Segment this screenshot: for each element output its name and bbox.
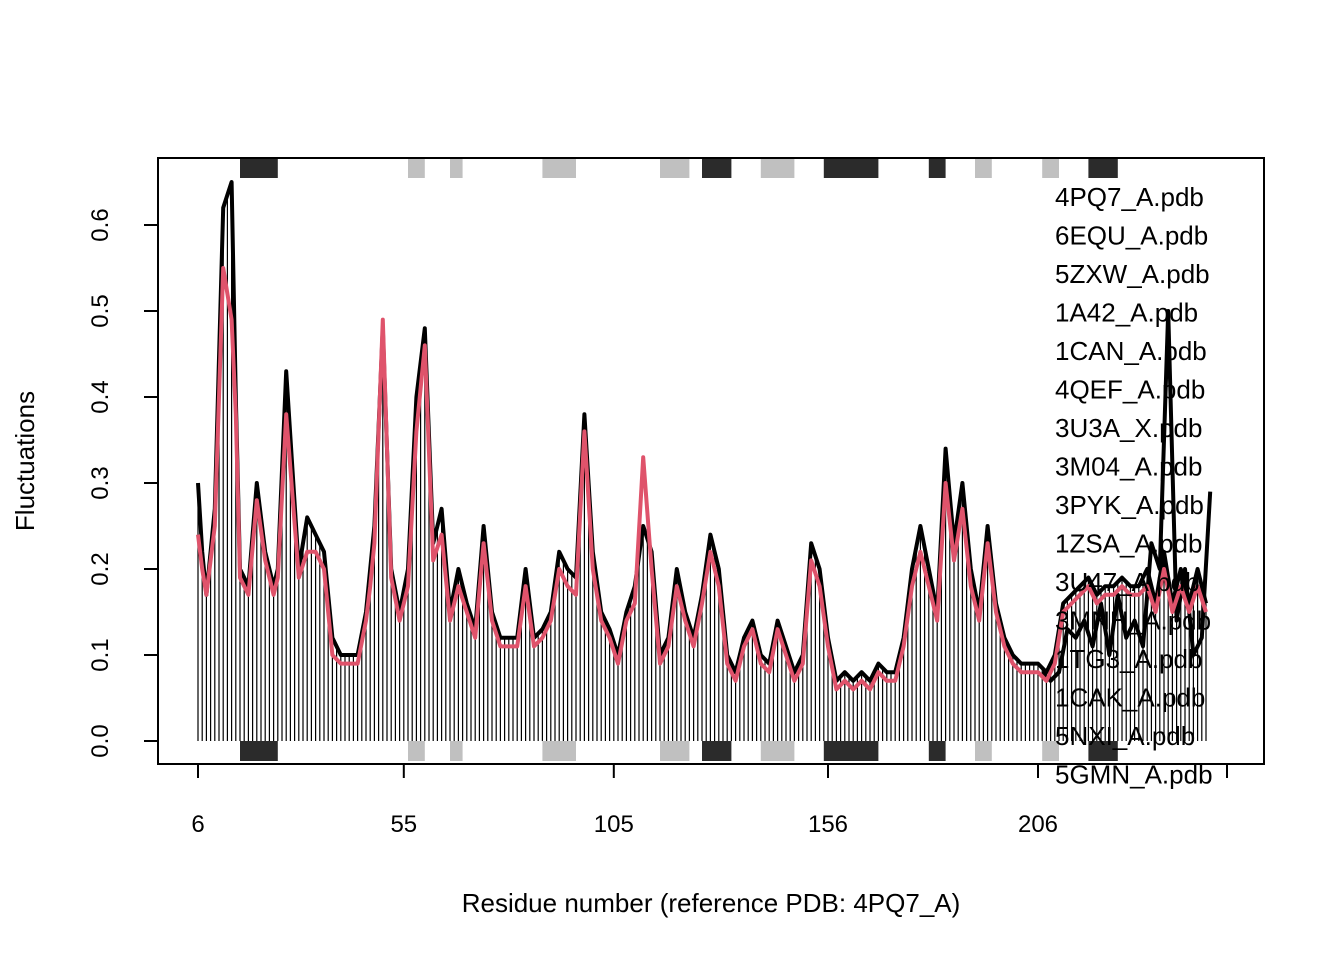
legend-entry-1: 6EQU_A.pdb — [1055, 221, 1208, 251]
x-tick-label-1: 55 — [390, 811, 417, 838]
series-line-envelope — [196, 180, 1208, 683]
legend-entry-11: 3MNH_A.pdb — [1055, 606, 1211, 636]
legend-entry-2: 5ZXW_A.pdb — [1055, 259, 1210, 289]
legend-entry-10: 3U47_A.pdb — [1055, 567, 1200, 597]
strand-block-bottom-3 — [660, 741, 690, 761]
helix-block-top-3 — [928, 158, 946, 178]
strand-block-top-0 — [408, 158, 425, 178]
y-tick-label-6: 0.6 — [87, 208, 114, 241]
x-axis: 6 55 105 156 206 — [191, 763, 1253, 838]
strand-block-bottom-0 — [408, 741, 425, 761]
strand-block-top-5 — [975, 158, 992, 178]
helix-block-bottom-4 — [1088, 741, 1118, 761]
legend-entry-15: 5GMN_A.pdb — [1055, 760, 1213, 790]
y-tick-label-4: 0.4 — [87, 380, 114, 413]
x-tick-label-2: 105 — [594, 811, 634, 838]
helix-block-bottom-0 — [240, 741, 278, 761]
strand-block-bottom-6 — [1042, 741, 1059, 761]
strand-block-top-4 — [760, 158, 795, 178]
y-tick-label-1: 0.1 — [87, 638, 114, 671]
strand-block-top-2 — [542, 158, 576, 178]
strand-block-bottom-2 — [542, 741, 576, 761]
helix-block-bottom-1 — [702, 741, 732, 761]
legend-entry-12: 1TG3_A.pdb — [1055, 644, 1202, 674]
y-axis: 0.0 0.1 0.2 0.3 0.4 0.5 0.6 — [87, 208, 159, 758]
strand-block-bottom-5 — [975, 741, 992, 761]
legend-entry-4: 1CAN_A.pdb — [1055, 336, 1207, 366]
strand-block-top-6 — [1042, 158, 1059, 178]
legend-entry-0: 4PQ7_A.pdb — [1055, 182, 1204, 212]
legend-entry-14: 5NXI_A.pdb — [1055, 721, 1195, 751]
legend-entry-3: 1A42_A.pdb — [1055, 298, 1198, 328]
helix-block-top-2 — [823, 158, 879, 178]
y-axis-title: Fluctuations — [10, 391, 40, 531]
legend-entry-8: 3PYK_A.pdb — [1055, 490, 1204, 520]
strand-block-top-1 — [450, 158, 463, 178]
strand-block-bottom-4 — [760, 741, 795, 761]
helix-block-bottom-2 — [823, 741, 879, 761]
legend-entry-9: 1ZSA_A.pdb — [1055, 529, 1202, 559]
y-tick-label-5: 0.5 — [87, 294, 114, 327]
legend-entry-7: 3M04_A.pdb — [1055, 452, 1202, 482]
y-tick-label-3: 0.3 — [87, 466, 114, 499]
fluctuation-lines — [196, 180, 1213, 692]
strand-block-top-3 — [660, 158, 690, 178]
y-tick-label-2: 0.2 — [87, 552, 114, 585]
legend-entry-5: 4QEF_A.pdb — [1055, 375, 1205, 405]
strand-block-bottom-1 — [450, 741, 463, 761]
helix-block-top-4 — [1088, 158, 1118, 178]
helix-block-top-0 — [240, 158, 278, 178]
secondary-structure-bars — [240, 158, 1118, 761]
legend-entry-6: 3U3A_X.pdb — [1055, 413, 1202, 443]
helix-block-top-1 — [702, 158, 732, 178]
x-axis-title: Residue number (reference PDB: 4PQ7_A) — [462, 888, 961, 918]
series-line-highlight — [196, 266, 1208, 692]
legend-entry-13: 1CAK_A.pdb — [1055, 683, 1205, 713]
x-tick-label-4: 206 — [1018, 811, 1058, 838]
x-tick-label-3: 156 — [808, 811, 848, 838]
y-tick-label-0: 0.0 — [87, 724, 114, 757]
helix-block-bottom-3 — [928, 741, 946, 761]
x-tick-label-0: 6 — [191, 811, 204, 838]
legend: 4PQ7_A.pdb 6EQU_A.pdb 5ZXW_A.pdb 1A42_A.pdb… — [1055, 182, 1213, 790]
